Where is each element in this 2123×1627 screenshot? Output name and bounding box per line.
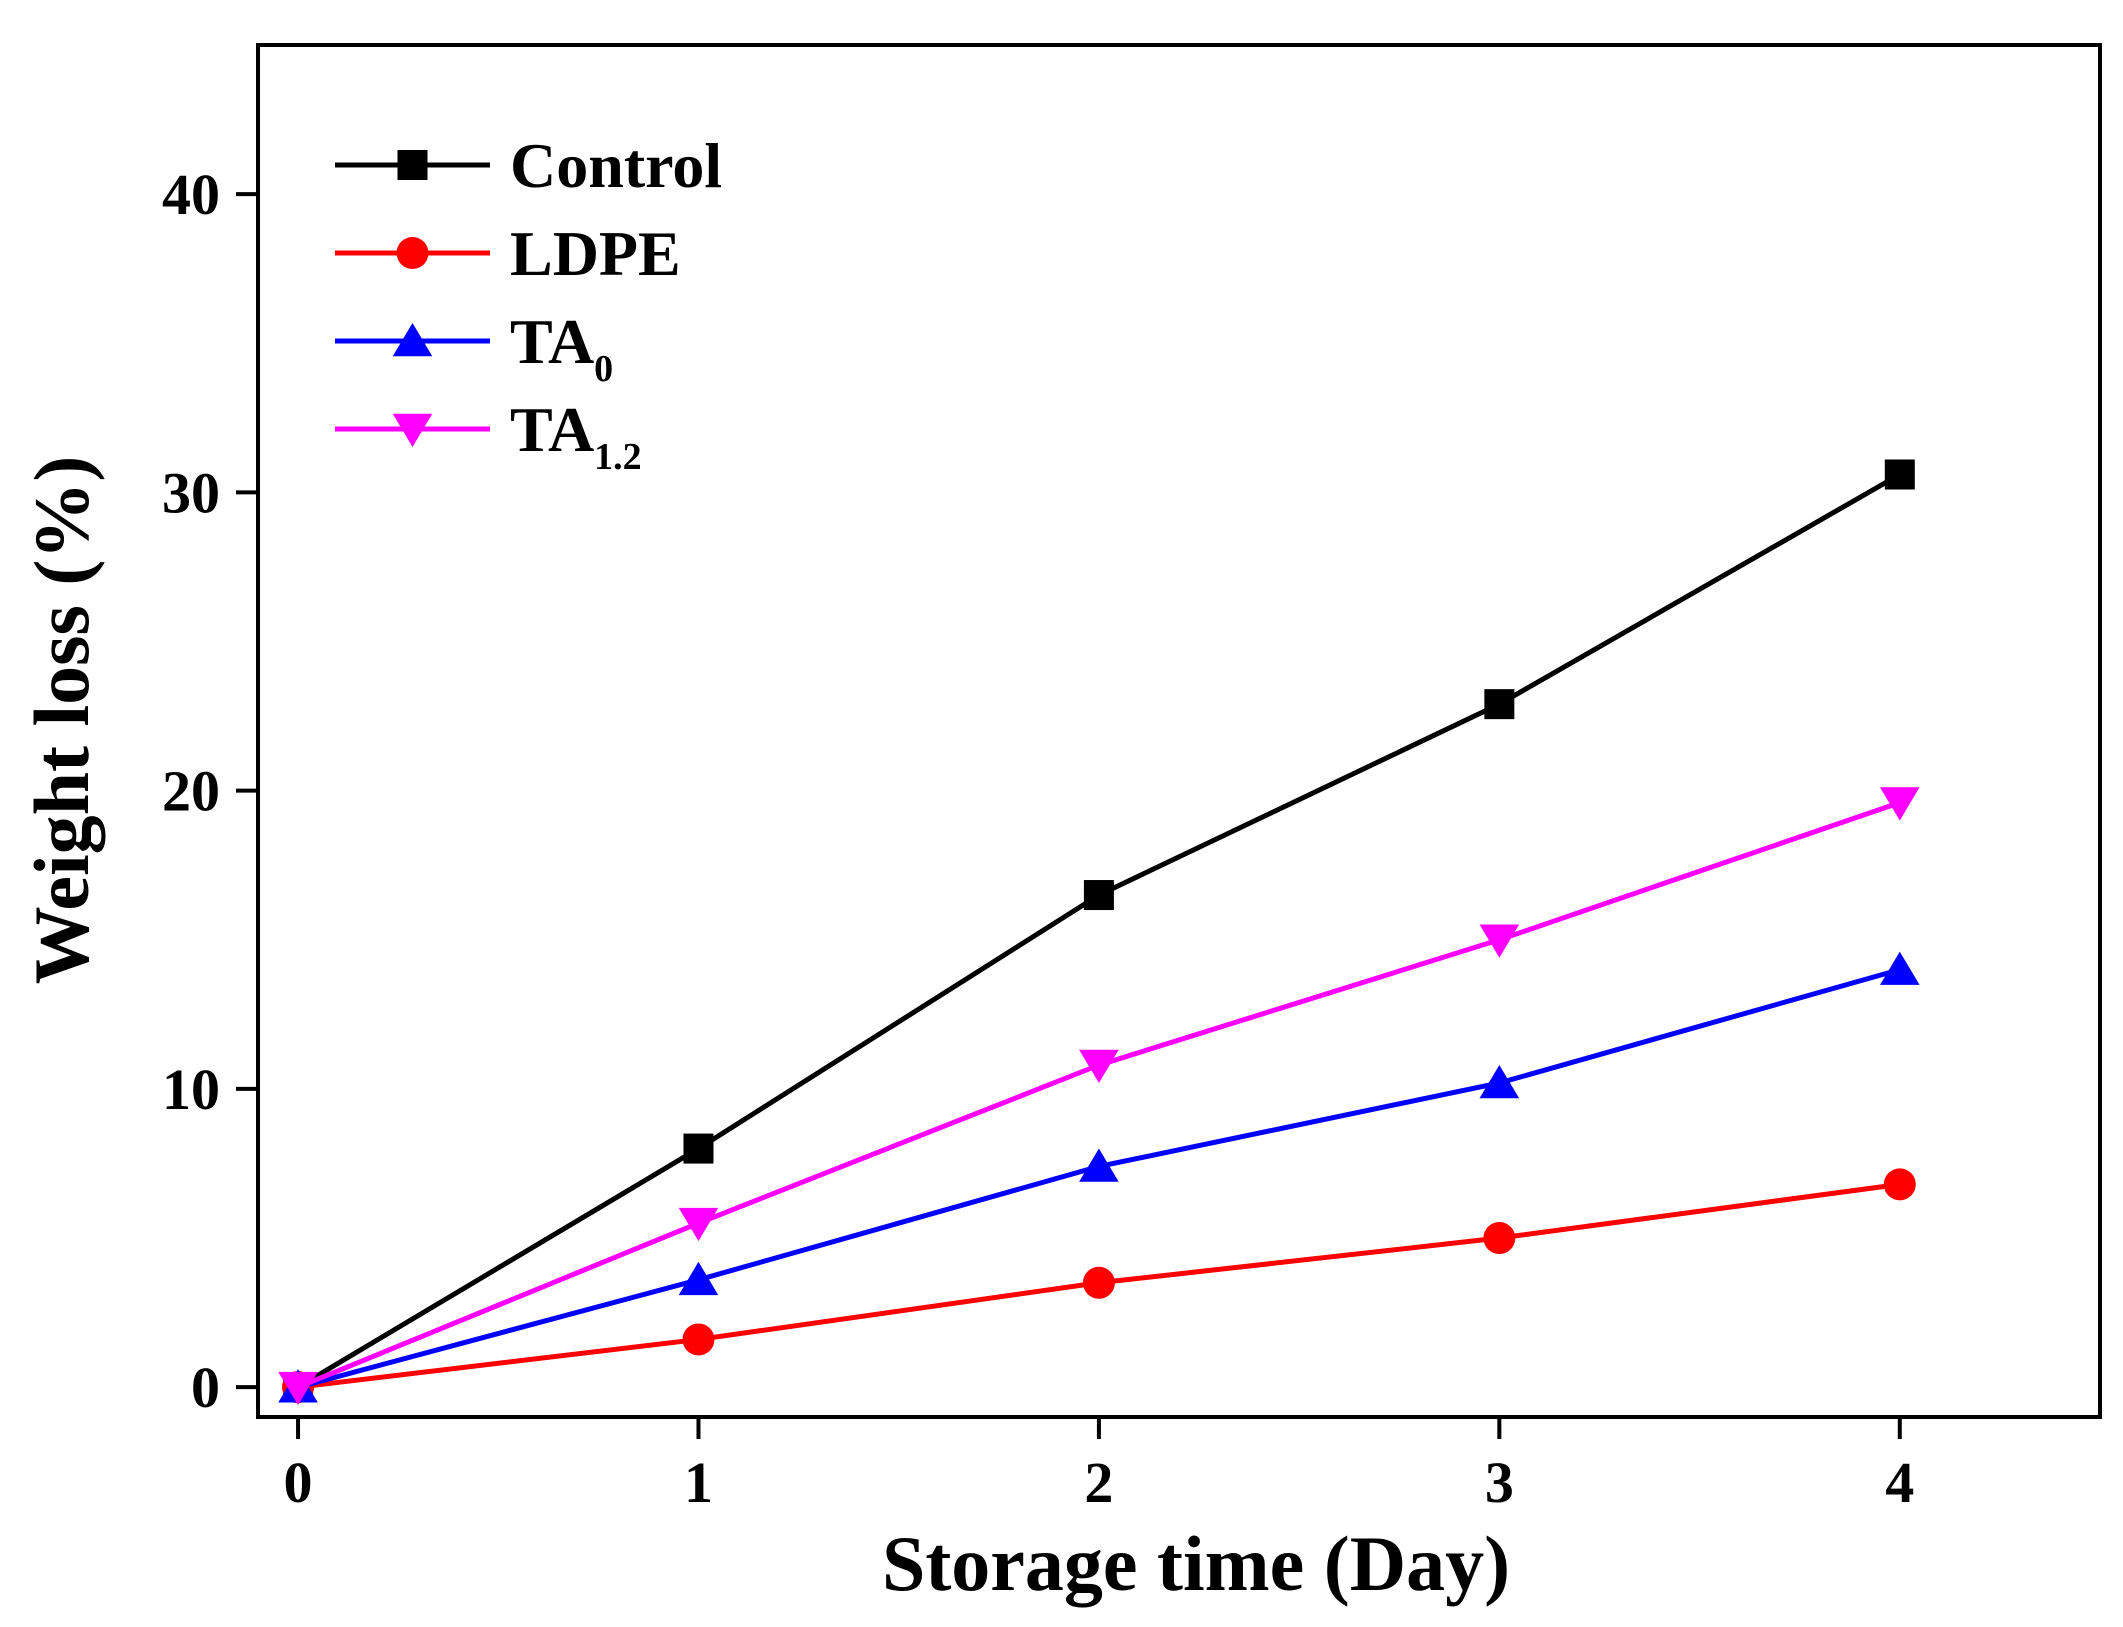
series-line (296, 472, 1902, 1390)
series-ta0 (278, 951, 1920, 1403)
data-point (1484, 689, 1515, 720)
y-tick-label: 10 (162, 1057, 220, 1122)
data-point (1884, 459, 1915, 490)
x-tick-label: 0 (284, 1450, 313, 1515)
x-tick-label: 2 (1084, 1450, 1113, 1515)
data-point (1879, 787, 1920, 821)
legend-label: TA0 (510, 306, 613, 390)
y-axis-label: Weight loss (%) (18, 456, 105, 985)
y-tick-label: 0 (191, 1355, 220, 1420)
data-point (1483, 1222, 1516, 1255)
legend-item: TA1.2 (335, 394, 642, 478)
x-axis-label: Storage time (Day) (882, 1520, 1510, 1607)
data-point (678, 1207, 719, 1242)
data-point (278, 1371, 318, 1406)
data-point (682, 1323, 715, 1356)
legend-marker (396, 237, 429, 269)
legend-item: LDPE (335, 218, 681, 289)
legend-label-subscript: 1.2 (594, 436, 642, 478)
series-ta1-2 (278, 787, 1920, 1406)
data-point (1079, 1049, 1119, 1084)
series-control (283, 459, 1915, 1403)
data-point (678, 1261, 719, 1296)
series-ldpe (282, 1168, 1916, 1404)
legend-label-base: TA (510, 394, 594, 465)
data-point (1079, 1148, 1119, 1182)
legend-marker (397, 150, 428, 180)
legend-label: TA1.2 (510, 394, 642, 478)
plot-frame (256, 43, 2102, 1419)
legend-label-base: Control (510, 130, 722, 201)
data-point (1479, 1064, 1520, 1099)
legend-label-base: TA (510, 306, 594, 377)
legend-label-subscript: 0 (594, 348, 613, 390)
legend-label: LDPE (510, 218, 681, 289)
x-tick-label: 1 (684, 1450, 713, 1515)
data-point (1883, 1168, 1916, 1201)
y-tick-label: 30 (162, 460, 220, 525)
legend-marker (392, 413, 433, 447)
legend-marker (392, 323, 433, 357)
data-point (1083, 880, 1114, 911)
series-layer (278, 459, 1920, 1406)
legend-label-base: LDPE (510, 218, 681, 289)
legend-item: TA0 (335, 306, 613, 390)
data-point (683, 1133, 714, 1164)
y-tick-label: 20 (162, 759, 220, 824)
y-tick-label: 40 (162, 162, 220, 227)
legend-item: Control (335, 130, 722, 201)
x-tick-label: 4 (1885, 1450, 1914, 1515)
legend-label: Control (510, 130, 722, 201)
x-tick-label: 3 (1485, 1450, 1514, 1515)
data-point (1082, 1266, 1115, 1299)
data-point (1879, 951, 1920, 985)
data-point (1479, 924, 1520, 958)
